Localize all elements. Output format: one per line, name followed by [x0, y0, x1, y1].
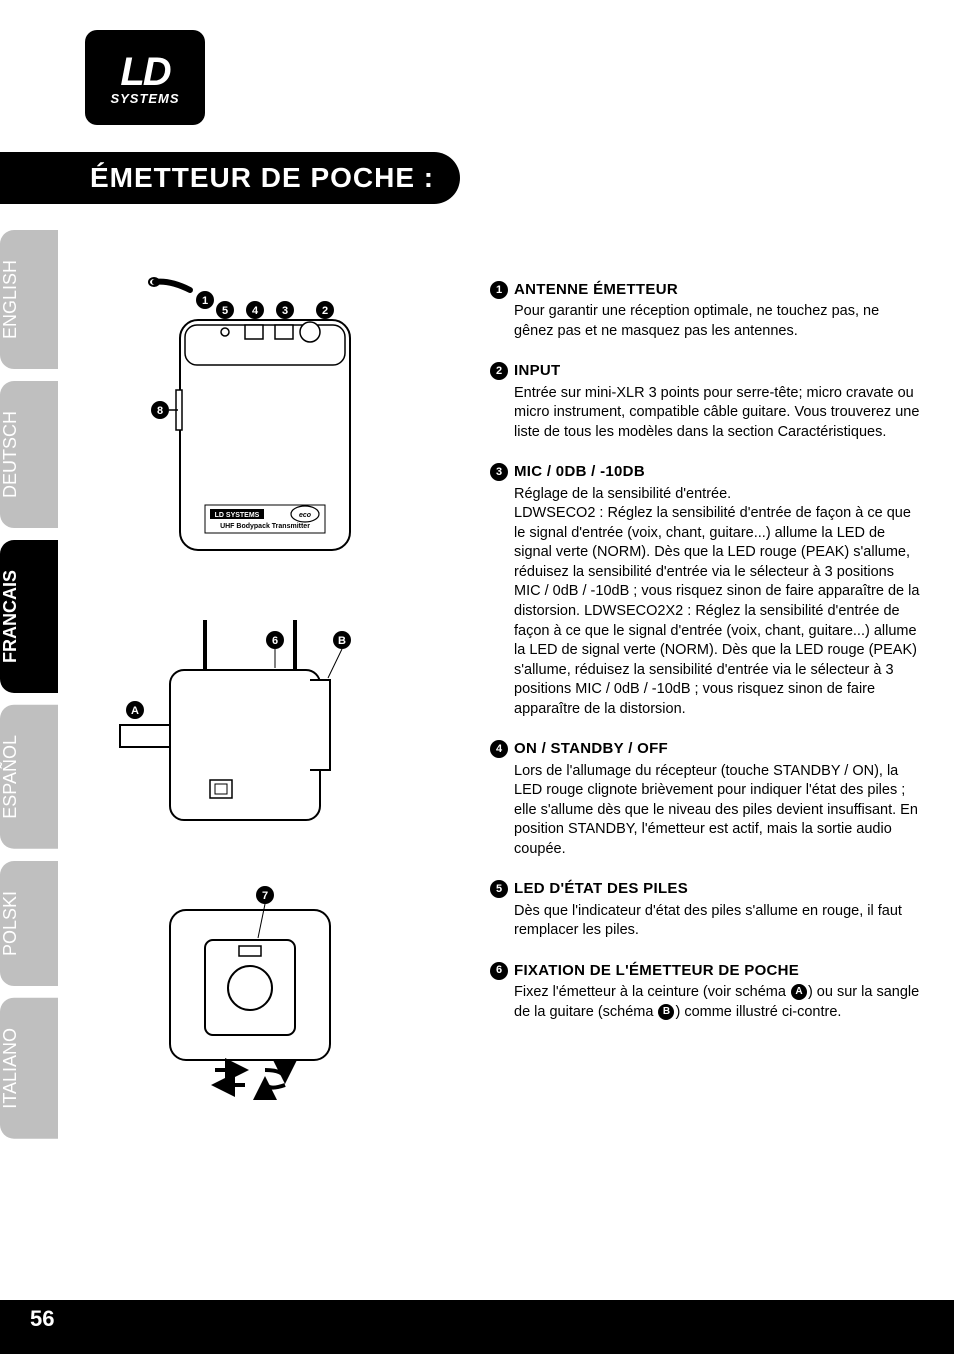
svg-text:5: 5 — [222, 305, 228, 317]
item-title: ANTENNE ÉMETTEUR — [514, 280, 678, 300]
item-2: 2 INPUT Entrée sur mini-XLR 3 points pou… — [490, 361, 920, 442]
lang-tab-espanol[interactable]: ESPAÑOL — [0, 705, 58, 849]
item-body: Dès que l'indicateur d'état des piles s'… — [514, 902, 920, 941]
svg-text:2: 2 — [322, 305, 328, 317]
logo-main: LD — [120, 50, 169, 95]
item-title: INPUT — [514, 361, 561, 381]
svg-text:4: 4 — [252, 305, 259, 317]
page-number: 56 — [22, 1302, 62, 1336]
item-title: LED D'ÉTAT DES PILES — [514, 879, 688, 899]
item-4: 4 ON / STANDBY / OFF Lors de l'allumage … — [490, 739, 920, 859]
item-number-icon: 4 — [490, 740, 508, 758]
item-title: FIXATION DE L'ÉMETTEUR DE POCHE — [514, 961, 799, 981]
body-pre: Fixez l'émetteur à la ceinture (voir sch… — [514, 984, 790, 1000]
section-title-bar: ÉMETTEUR DE POCHE : — [0, 152, 460, 204]
item-1: 1 ANTENNE ÉMETTEUR Pour garantir une réc… — [490, 280, 920, 341]
svg-text:3: 3 — [282, 305, 288, 317]
item-body: Fixez l'émetteur à la ceinture (voir sch… — [514, 983, 920, 1022]
battery-svg: 7 — [120, 880, 380, 1100]
diagram-column: LD SYSTEMS UHF Bodypack Transmitter eco … — [90, 270, 450, 1140]
item-number-icon: 6 — [490, 962, 508, 980]
item-body: Pour garantir une réception optimale, ne… — [514, 302, 920, 341]
svg-text:7: 7 — [262, 890, 268, 902]
lang-tab-deutsch[interactable]: DEUTSCH — [0, 381, 58, 528]
brand-logo: LD SYSTEMS — [85, 30, 205, 125]
item-body: Réglage de la sensibilité d'entrée. LDWS… — [514, 485, 920, 720]
svg-text:8: 8 — [157, 405, 163, 417]
lang-tab-francais[interactable]: FRANCAIS — [0, 540, 58, 693]
footer-bar — [0, 1300, 954, 1354]
clip-svg: 6 B A — [110, 610, 390, 840]
item-title: MIC / 0DB / -10DB — [514, 462, 645, 482]
ref-a-icon: A — [791, 984, 807, 1000]
lang-tab-italiano[interactable]: ITALIANO — [0, 998, 58, 1139]
item-number-icon: 5 — [490, 880, 508, 898]
item-6: 6 FIXATION DE L'ÉMETTEUR DE POCHE Fixez … — [490, 961, 920, 1022]
ref-b-icon: B — [658, 1004, 674, 1020]
item-title: ON / STANDBY / OFF — [514, 739, 668, 759]
body-post: ) comme illustré ci-contre. — [675, 1004, 841, 1020]
diagram-bodypack-front: LD SYSTEMS UHF Bodypack Transmitter eco … — [90, 270, 410, 570]
svg-text:1: 1 — [202, 295, 208, 307]
diagram-clip-attachment: 6 B A — [90, 610, 410, 840]
svg-text:6: 6 — [272, 635, 278, 647]
diagram-battery: 7 — [90, 880, 410, 1100]
logo-sub: SYSTEMS — [110, 91, 179, 106]
item-number-icon: 2 — [490, 362, 508, 380]
item-number-icon: 1 — [490, 281, 508, 299]
item-body: Lors de l'allumage du récepteur (touche … — [514, 762, 920, 860]
section-title: ÉMETTEUR DE POCHE : — [90, 162, 434, 194]
svg-text:eco: eco — [299, 512, 312, 519]
content-column: 1 ANTENNE ÉMETTEUR Pour garantir une réc… — [490, 280, 920, 1042]
diagram-logo-text: LD SYSTEMS — [215, 512, 260, 519]
diagram-label-text: UHF Bodypack Transmitter — [220, 523, 310, 530]
language-tabs: ENGLISH DEUTSCH FRANCAIS ESPAÑOL POLSKI … — [0, 230, 58, 1290]
bodypack-front-svg: LD SYSTEMS UHF Bodypack Transmitter eco … — [110, 270, 390, 570]
item-3: 3 MIC / 0DB / -10DB Réglage de la sensib… — [490, 462, 920, 719]
svg-text:A: A — [131, 705, 139, 717]
item-number-icon: 3 — [490, 463, 508, 481]
item-body: Entrée sur mini-XLR 3 points pour serre-… — [514, 384, 920, 443]
item-5: 5 LED D'ÉTAT DES PILES Dès que l'indicat… — [490, 879, 920, 940]
lang-tab-english[interactable]: ENGLISH — [0, 230, 58, 369]
svg-text:B: B — [338, 635, 346, 647]
lang-tab-polski[interactable]: POLSKI — [0, 861, 58, 986]
